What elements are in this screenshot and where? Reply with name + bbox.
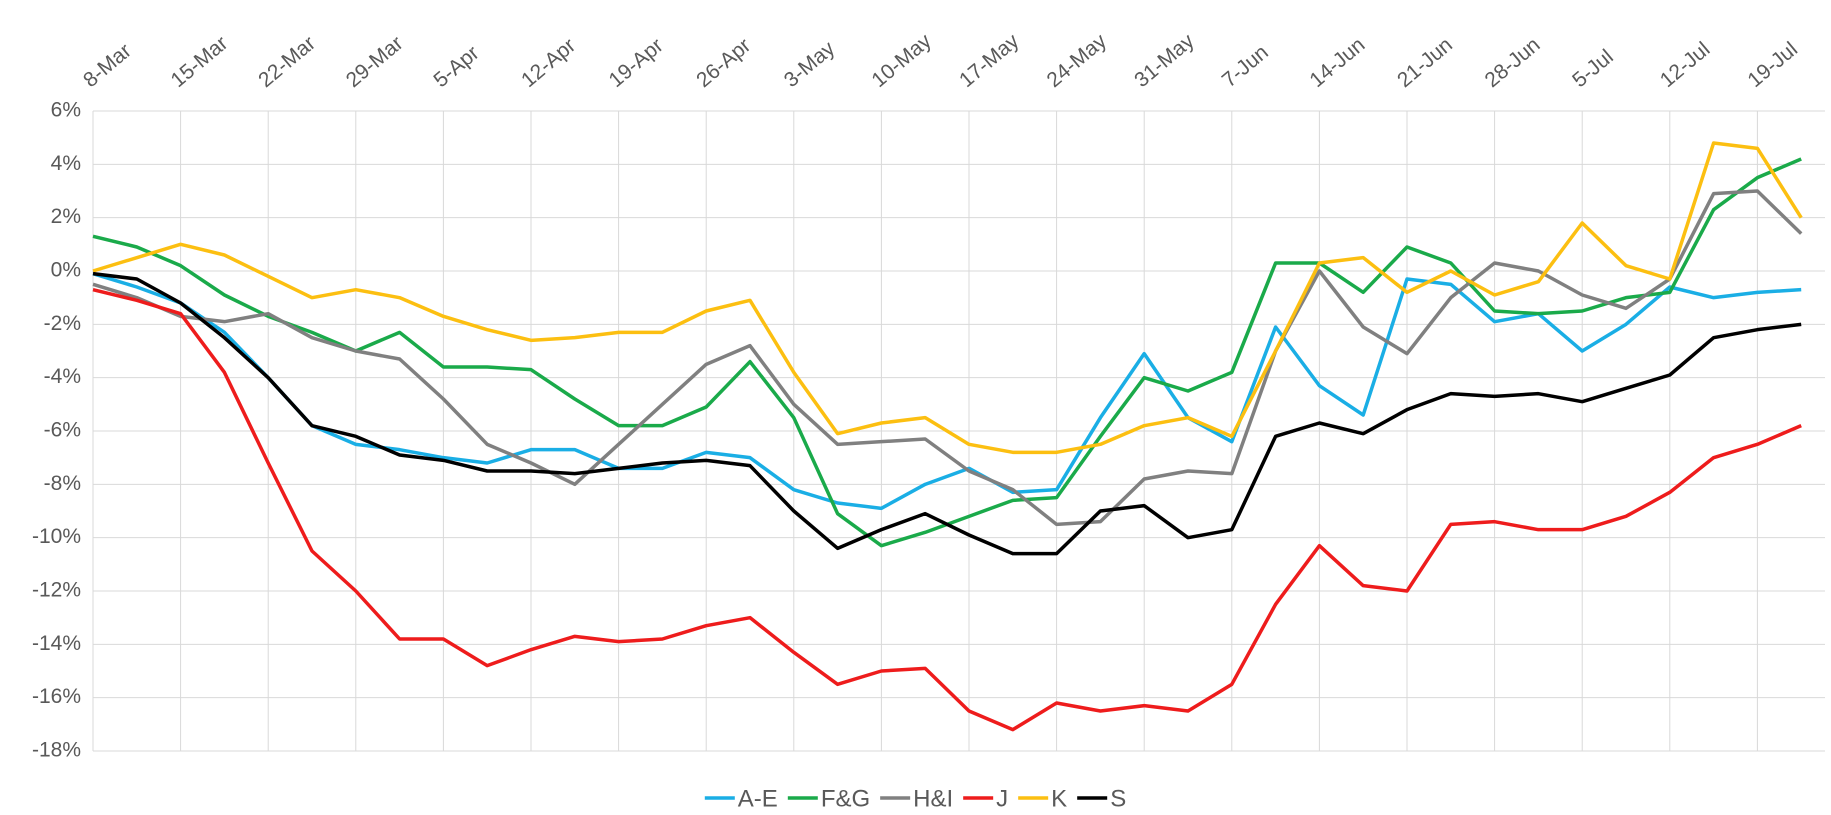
x-tick-label: 7-Jun <box>1218 41 1273 92</box>
series-line <box>92 271 1802 511</box>
y-tick-label: 4% <box>51 152 81 175</box>
x-tick-label: 28-Jun <box>1481 33 1545 92</box>
legend: A-E F&G H&I J K S <box>704 785 1126 812</box>
legend-item: K <box>1018 785 1067 812</box>
legend-item: A-E <box>704 785 778 812</box>
series-line <box>92 287 1802 732</box>
x-tick-label: 31-May <box>1130 29 1199 92</box>
x-tick-label: 12-Jul <box>1656 38 1715 92</box>
y-tick-label: -12% <box>32 579 81 602</box>
x-tick-label: 12-Apr <box>517 34 580 92</box>
x-tick-label: 8-Mar <box>79 39 136 92</box>
y-tick-label: -14% <box>32 632 81 655</box>
x-tick-label: 5-Jul <box>1568 45 1618 92</box>
legend-item: S <box>1077 785 1126 812</box>
y-tick-label: 0% <box>51 259 81 282</box>
x-tick-label: 3-May <box>780 37 840 92</box>
x-tick-label: 24-May <box>1043 29 1112 92</box>
y-tick-label: 2% <box>51 205 81 228</box>
x-tick-label: 29-Mar <box>342 32 408 92</box>
x-tick-label: 5-Apr <box>429 41 483 92</box>
legend-label: F&G <box>821 785 870 812</box>
x-tick-label: 10-May <box>867 29 936 92</box>
x-tick-label: 17-May <box>955 29 1024 92</box>
x-tick-label: 14-Jun <box>1305 33 1369 92</box>
legend-label: K <box>1051 785 1067 812</box>
x-tick-label: 15-Mar <box>167 32 233 92</box>
legend-item: H&I <box>880 785 953 812</box>
legend-label: S <box>1110 785 1126 812</box>
series-line <box>92 189 1803 527</box>
legend-label: H&I <box>913 785 953 812</box>
series-line <box>92 271 1802 556</box>
y-tick-label: -10% <box>32 525 81 548</box>
y-tick-label: -18% <box>32 739 81 762</box>
series-line <box>92 157 1802 548</box>
legend-label: A-E <box>738 785 778 812</box>
x-tick-label: 19-Apr <box>605 34 668 92</box>
y-tick-label: -4% <box>44 365 81 388</box>
x-tick-label: 21-Jun <box>1393 33 1457 92</box>
y-tick-label: -2% <box>44 312 81 335</box>
legend-item: J <box>963 785 1008 812</box>
y-tick-label: 6% <box>51 99 81 122</box>
legend-item: F&G <box>787 785 870 812</box>
legend-label: J <box>996 785 1008 812</box>
y-tick-label: -16% <box>32 685 81 708</box>
series-line <box>92 141 1803 455</box>
y-tick-label: -6% <box>44 419 81 442</box>
y-tick-label: -8% <box>44 472 81 495</box>
x-tick-label: 26-Apr <box>692 34 755 92</box>
x-tick-label: 19-Jul <box>1743 38 1802 92</box>
x-tick-label: 22-Mar <box>254 32 320 92</box>
